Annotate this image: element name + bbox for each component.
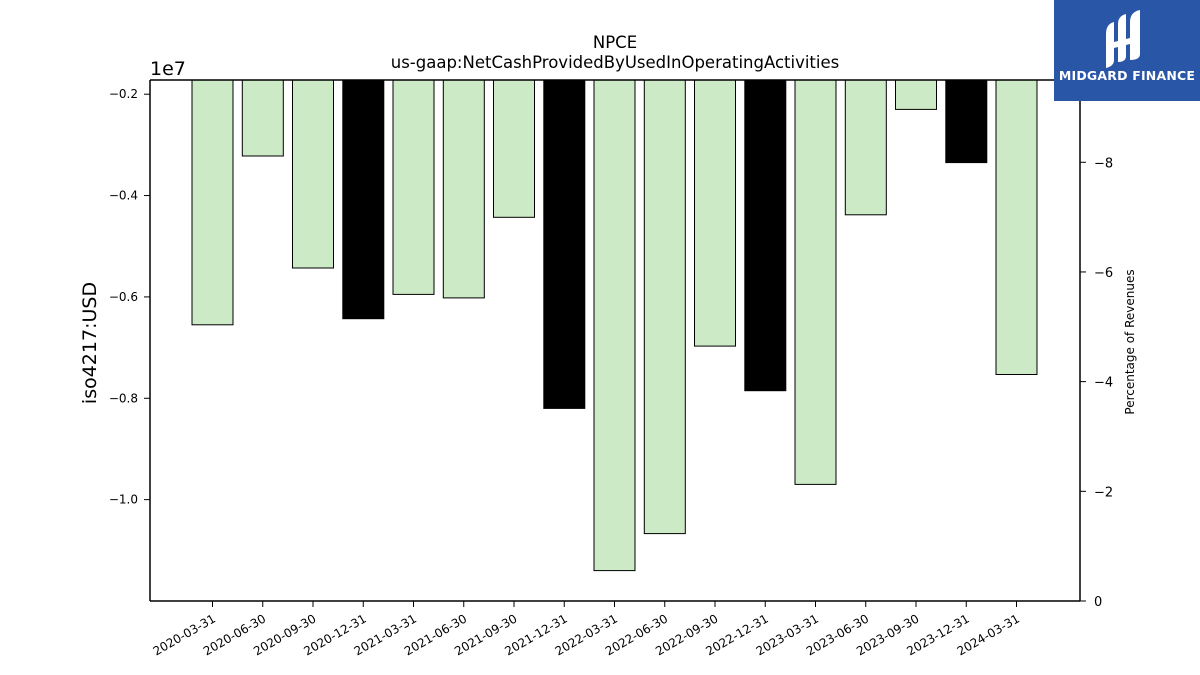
y-tick-label: −1.0 [109,493,138,507]
y2-axis-label: Percentage of Revenues [1123,269,1137,414]
bar-2021-03-31 [392,79,435,295]
y2-tick-label: −8 [1094,156,1113,171]
y2-tick-label: 0 [1094,595,1102,610]
y-axis-ticks: −0.2 −0.4 −0.6 −0.8 −1.0 [109,87,150,507]
logo-icon [1106,10,1140,68]
y-tick-label: −0.6 [109,290,138,304]
bar-2022-09-30 [694,79,736,347]
bars-group [191,79,1038,572]
y-tick-label: −0.8 [109,391,138,405]
x-axis-ticks: 2020-03-312020-06-302020-09-302020-12-31… [151,601,1022,658]
bar-2021-09-30 [493,79,535,218]
bar-2020-09-30 [292,79,334,269]
bar-2024-03-31 [995,79,1038,375]
bar-2022-12-31 [744,79,787,392]
chart-title: NPCE [593,33,637,52]
y2-axis-ticks: −8 −6 −4 −2 0 [1080,156,1113,610]
midgard-finance-logo: MIDGARD FINANCE [1054,0,1200,101]
y2-tick-label: −6 [1094,266,1113,281]
y2-tick-label: −2 [1094,485,1113,500]
y-axis-label: iso4217:USD [79,282,101,404]
bar-2020-03-31 [191,79,234,326]
bar-2020-06-30 [241,79,284,157]
y-tick-label: −0.4 [109,189,138,203]
bar-2022-06-30 [643,79,686,535]
bar-2023-03-31 [794,79,837,485]
bar-2021-06-30 [442,79,485,299]
axes-frame [149,79,1081,602]
bar-2023-09-30 [895,79,937,110]
y2-tick-label: −4 [1094,376,1113,391]
bar-2023-12-31 [945,79,988,164]
bar-2020-12-31 [342,79,385,320]
logo-text: MIDGARD FINANCE [1058,68,1196,83]
chart-subtitle: us-gaap:NetCashProvidedByUsedInOperating… [391,53,839,72]
bar-2022-03-31 [593,79,636,572]
bar-2021-12-31 [543,79,586,409]
y-axis-offset-label: 1e7 [150,58,186,80]
y-tick-label: −0.2 [109,87,138,101]
bar-2023-06-30 [844,79,887,216]
